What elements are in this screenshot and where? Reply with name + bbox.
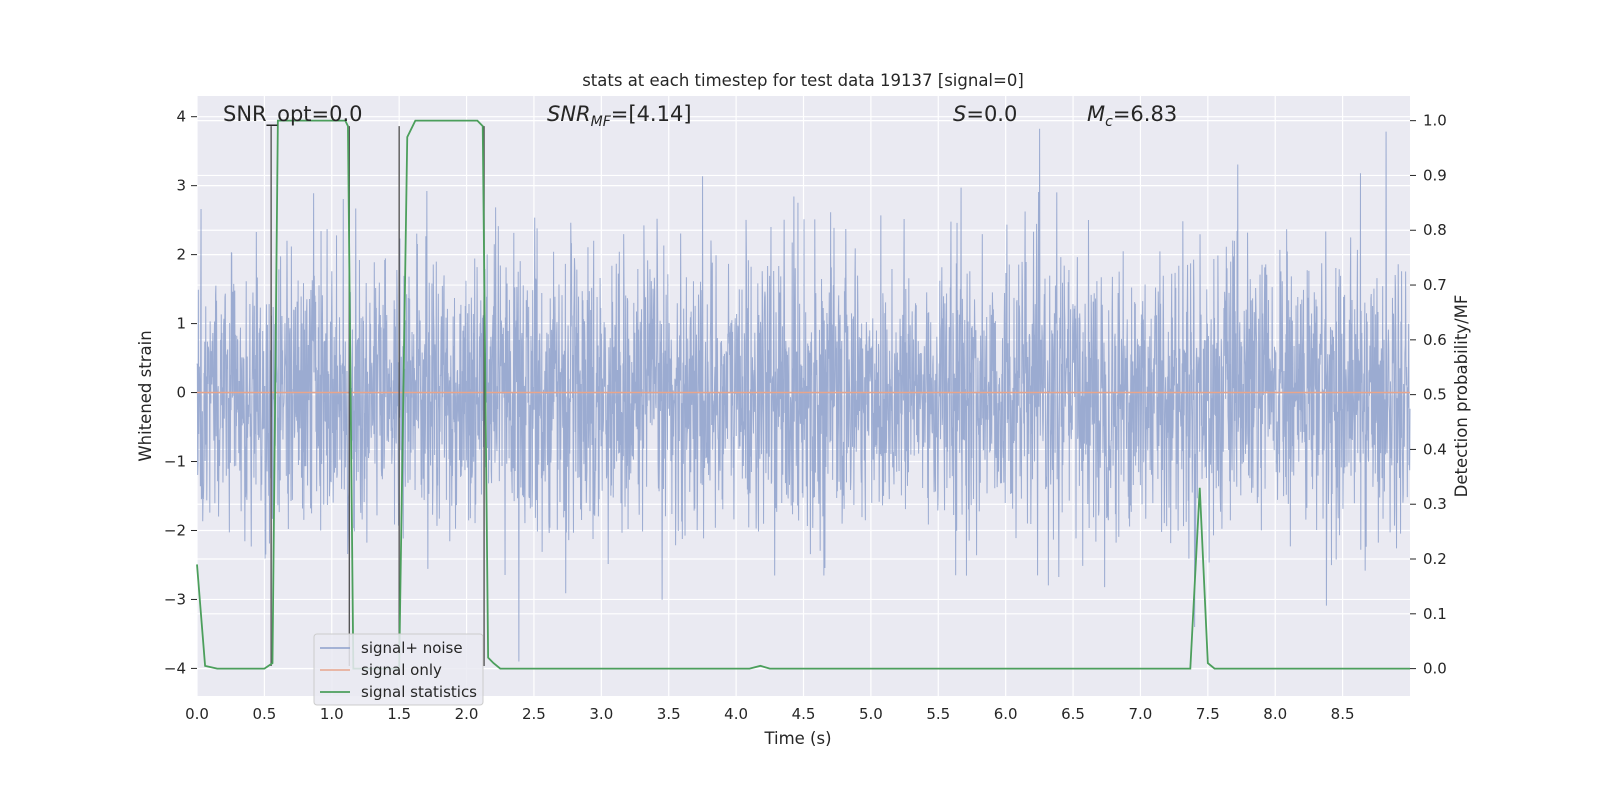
x-tick-label: 6.0 [994,705,1018,723]
right-y-tick-label: 0.3 [1423,495,1447,513]
legend-box [313,633,484,706]
right-y-axis-label: Detection probability/MF [1452,295,1471,498]
annotation-s-value: =0.0 [966,102,1017,126]
annotation-mc: Mc=6.83 [1087,102,1177,130]
legend-label-signal-statistics: signal statistics [361,683,477,701]
annotation-snr-mf-value: =[4.14] [611,102,692,126]
right-y-tick-label: 0.1 [1423,605,1447,623]
annotation-snr-mf-subscript: MF [591,114,612,130]
left-y-tick-label: −4 [164,659,186,677]
left-y-tick-label: 0 [176,384,186,402]
x-tick-label: 0.0 [185,705,209,723]
right-y-tick-label: 0.0 [1423,660,1447,678]
x-tick-label: 5.0 [859,705,883,723]
x-tick-label: 0.5 [252,705,276,723]
right-y-tick-label: 0.8 [1423,221,1447,239]
chart-title: stats at each timestep for test data 191… [582,71,1024,90]
x-tick-label: 1.0 [320,705,344,723]
right-y-tick-label: 0.2 [1423,550,1447,568]
x-tick-label: 3.5 [657,705,681,723]
left-y-tick-label: 1 [176,315,186,333]
right-y-axis-ticks: 1.0 0.9 0.8 0.7 0.6 0.5 0.4 0.3 0.2 0.1 0.0 [1410,112,1447,678]
left-y-tick-label: 2 [176,246,186,264]
x-tick-label: 1.5 [387,705,411,723]
x-tick-label: 4.0 [724,705,748,723]
right-y-tick-label: 0.7 [1423,276,1447,294]
x-tick-label: 6.5 [1061,705,1085,723]
x-tick-label: 8.0 [1263,705,1287,723]
legend-label-signal-only: signal only [361,661,442,679]
annotation-s-symbol: S [953,102,966,126]
right-y-tick-label: 0.6 [1423,331,1447,349]
left-y-tick-label: −3 [164,590,186,608]
x-tick-label: 3.0 [589,705,613,723]
x-tick-label: 2.0 [455,705,479,723]
x-tick-label: 2.5 [522,705,546,723]
right-y-tick-label: 0.4 [1423,440,1447,458]
x-tick-label: 7.0 [1129,705,1153,723]
annotation-s: S=0.0 [953,102,1017,126]
right-y-tick-label: 0.5 [1423,386,1447,404]
left-y-tick-label: −1 [164,453,186,471]
x-tick-label: 5.5 [926,705,950,723]
left-y-axis-label: Whitened strain [136,330,155,461]
x-axis-label: Time (s) [763,729,831,748]
x-tick-label: 8.5 [1331,705,1355,723]
annotation-mc-subscript: c [1105,114,1113,130]
signal-statistics-series [196,119,1410,670]
left-y-axis-ticks: 4 3 2 1 0 −1 −2 −3 −4 [164,108,197,677]
annotation-snr-mf-symbol: SNR [547,102,591,126]
x-tick-label: 4.5 [792,705,816,723]
left-y-tick-label: 3 [176,177,186,195]
right-y-tick-label: 1.0 [1423,112,1447,130]
annotation-snr-mf: SNRMF=[4.14] [547,102,692,130]
legend: signal+ noise signal only signal statist… [313,633,484,706]
left-y-tick-label: −2 [164,521,186,539]
x-tick-label: 7.5 [1196,705,1220,723]
right-y-tick-label: 0.9 [1423,166,1447,184]
annotation-mc-symbol: M [1087,102,1105,126]
left-y-tick-label: 4 [176,108,186,126]
annotation-mc-value: =6.83 [1113,102,1177,126]
annotation-snr-opt: SNR_opt=0.0 [223,102,363,127]
legend-label-signal-noise: signal+ noise [361,639,463,657]
x-axis-ticks: 0.0 0.5 1.0 1.5 2.0 2.5 3.0 3.5 4.0 4.5 5.0 5.5 6.0 6… [185,705,1354,723]
